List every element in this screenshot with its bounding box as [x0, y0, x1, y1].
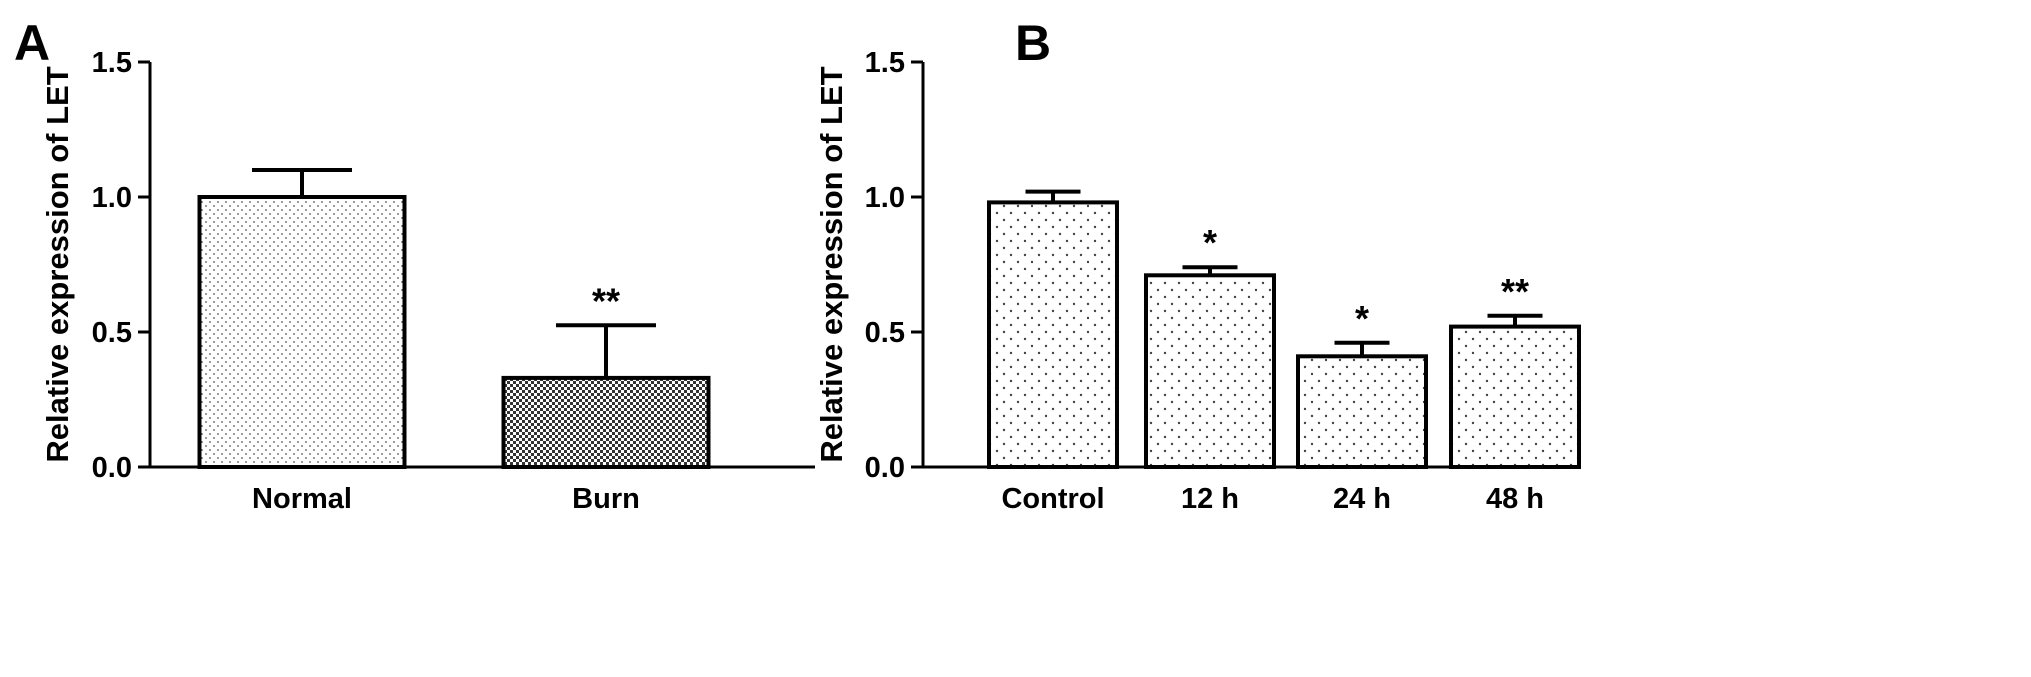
x-tick-label: Burn	[572, 483, 640, 515]
panel-letter-a: A	[14, 15, 50, 71]
y-tick-label: 1.0	[865, 182, 905, 214]
bar	[501, 375, 711, 469]
y-tick-label: 0.0	[865, 452, 905, 484]
bar	[1144, 273, 1276, 469]
bar	[1296, 354, 1428, 469]
y-tick-label: 1.0	[92, 182, 132, 214]
significance-marker: **	[592, 280, 620, 321]
y-tick-label: 0.5	[865, 317, 905, 349]
y-axis-label: Relative expression of LET	[814, 66, 849, 462]
panel-b: 0.0 0.5 1.0 1.5 Relative expression of LET Co…	[814, 47, 1581, 515]
x-tick-label: Normal	[252, 483, 352, 515]
y-axis-label: Relative expression of LET	[40, 66, 75, 462]
x-tick-label: 48 h	[1486, 483, 1544, 515]
bar	[197, 195, 407, 469]
y-tick-label: 0.0	[92, 452, 132, 484]
significance-marker: *	[1355, 298, 1369, 339]
y-tick-label: 0.5	[92, 317, 132, 349]
y-tick-label: 1.5	[92, 47, 132, 79]
significance-marker: *	[1203, 222, 1217, 263]
significance-marker: **	[1501, 271, 1529, 312]
bar	[1449, 324, 1581, 469]
x-tick-label: Control	[1001, 483, 1104, 515]
x-tick-label: 24 h	[1333, 483, 1391, 515]
panel-letter-b: B	[1015, 15, 1051, 71]
panel-a: 0.0 0.5 1.0 1.5 Relative expression of LET No…	[40, 47, 815, 515]
x-tick-label: 12 h	[1181, 483, 1239, 515]
y-tick-label: 1.5	[865, 47, 905, 79]
bar	[987, 200, 1119, 469]
